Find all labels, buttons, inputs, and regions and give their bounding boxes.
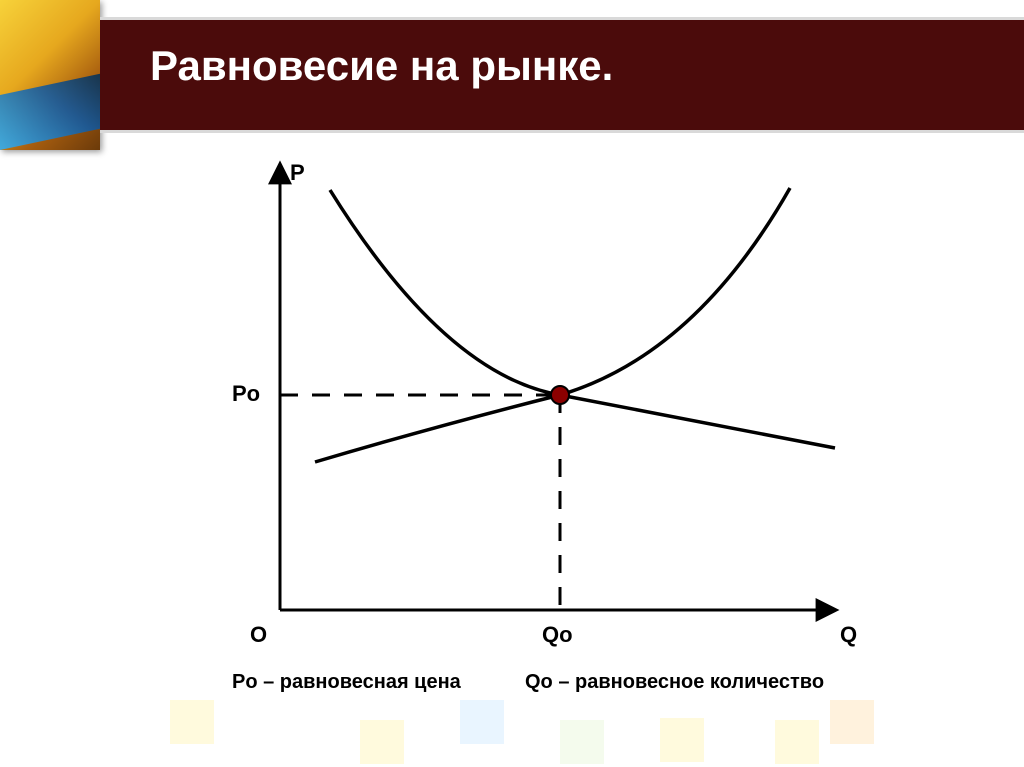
equilibrium-chart bbox=[0, 0, 1024, 767]
deco-square bbox=[830, 700, 874, 744]
deco-square bbox=[560, 720, 604, 764]
deco-square bbox=[170, 700, 214, 744]
supply-curve bbox=[315, 188, 790, 462]
origin-label: O bbox=[250, 622, 267, 648]
deco-square bbox=[660, 718, 704, 762]
y-axis-label: P bbox=[290, 160, 305, 186]
deco-square bbox=[410, 720, 454, 764]
deco-square bbox=[360, 720, 404, 764]
p0-legend: Pо – равновесная цена bbox=[232, 670, 461, 695]
slide: Равновесие на рынке. P Q O Pо Qо Pо – ра… bbox=[0, 0, 1024, 767]
x-axis-label: Q bbox=[840, 622, 857, 648]
p0-axis-label: Pо bbox=[232, 381, 260, 407]
q0-legend: Qо – равновесное количество bbox=[525, 670, 824, 695]
q0-axis-label: Qо bbox=[542, 622, 573, 648]
equilibrium-point bbox=[551, 386, 569, 404]
deco-square bbox=[460, 700, 504, 744]
demand-curve bbox=[330, 190, 835, 448]
deco-square bbox=[775, 720, 819, 764]
